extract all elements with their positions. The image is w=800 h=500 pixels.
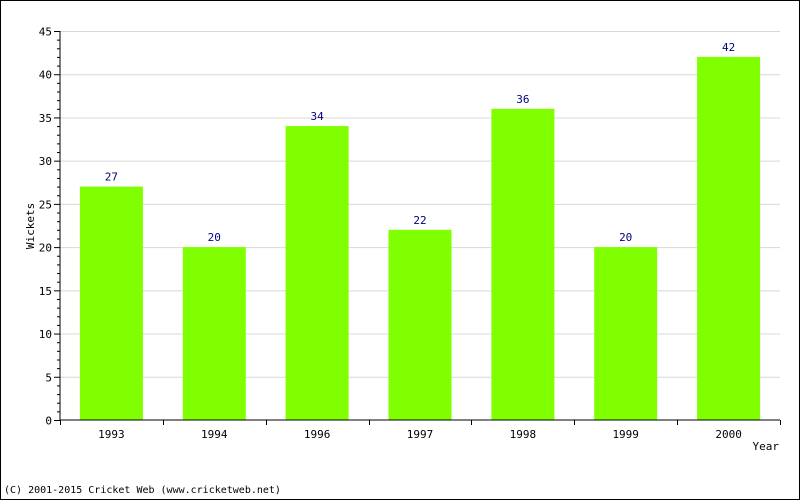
y-tick-label: 0	[45, 415, 52, 428]
y-axis-label: Wickets	[24, 203, 37, 249]
x-tick-label: 1998	[510, 428, 537, 441]
y-tick-label: 40	[39, 69, 52, 82]
bar	[388, 229, 452, 420]
y-tick-label: 30	[39, 155, 52, 168]
x-tick-label: 1993	[98, 428, 125, 441]
data-label: 34	[310, 110, 324, 123]
data-labels: 27 20 34 22 36 20 42	[105, 41, 735, 244]
bar	[491, 108, 555, 421]
copyright-text: (C) 2001-2015 Cricket Web (www.cricketwe…	[4, 485, 281, 496]
x-tick-label: 1996	[304, 428, 331, 441]
data-label: 42	[722, 41, 735, 54]
data-label: 20	[208, 231, 221, 244]
bar	[182, 247, 246, 420]
x-tick-label: 2000	[715, 428, 742, 441]
data-label: 20	[619, 231, 632, 244]
y-tick-label: 35	[39, 112, 52, 125]
x-tick-label: 1999	[612, 428, 639, 441]
y-tick-label: 5	[45, 371, 52, 384]
y-tick-label: 20	[39, 242, 52, 255]
axes	[54, 31, 781, 425]
bars	[79, 56, 761, 421]
x-tick-label: 1997	[407, 428, 434, 441]
x-axis-label: Year	[753, 440, 780, 453]
y-tick-label: 15	[39, 285, 52, 298]
y-tick-label: 10	[39, 328, 52, 341]
x-tick-labels: 1993 1994 1996 1997 1998 1999 2000	[98, 428, 742, 441]
bar	[79, 186, 143, 420]
data-label: 36	[516, 93, 529, 106]
y-tick-label: 45	[39, 26, 52, 39]
bar	[285, 126, 349, 420]
bar	[697, 56, 761, 421]
data-label: 22	[413, 214, 426, 227]
y-tick-labels: 0 5 10 15 20 25 30 35 40 45	[39, 26, 52, 428]
bar	[594, 247, 658, 420]
grid-lines	[60, 31, 780, 378]
data-label: 27	[105, 171, 118, 184]
x-tick-label: 1994	[201, 428, 228, 441]
y-tick-label: 25	[39, 198, 52, 211]
